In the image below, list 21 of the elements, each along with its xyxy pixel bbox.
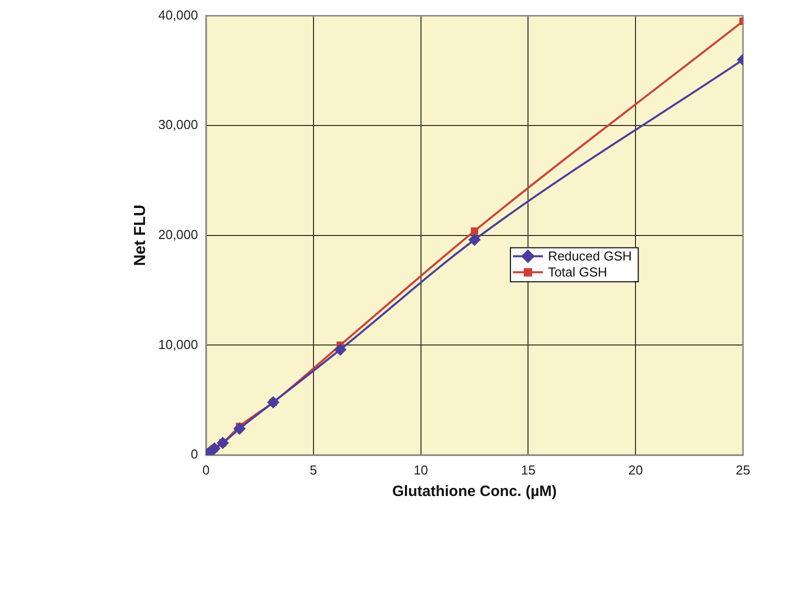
y-tick-label: 40,000 xyxy=(158,7,198,22)
y-tick-label: 30,000 xyxy=(158,117,198,132)
y-axis-title: Net FLU xyxy=(132,204,150,266)
x-tick-label: 20 xyxy=(628,462,643,478)
x-tick-label: 15 xyxy=(520,462,536,478)
x-axis-title: Glutathione Conc. (µM) xyxy=(392,483,557,500)
x-tick-label: 0 xyxy=(202,462,210,478)
y-tick-label: 10,000 xyxy=(158,336,198,352)
point xyxy=(468,234,480,246)
x-tick-label: 10 xyxy=(414,462,428,478)
y-tick-label: 20,000 xyxy=(158,226,198,242)
point xyxy=(334,344,346,356)
x-tick-label: 25 xyxy=(736,462,750,478)
point xyxy=(216,436,229,449)
point xyxy=(267,396,280,408)
legend-label: Total GSH xyxy=(548,264,608,280)
legend-label: Reduced GSH xyxy=(548,248,632,264)
point xyxy=(470,227,478,235)
y-tick-label: 0 xyxy=(190,446,198,462)
x-tick-label: 5 xyxy=(310,462,318,478)
point xyxy=(234,422,246,435)
